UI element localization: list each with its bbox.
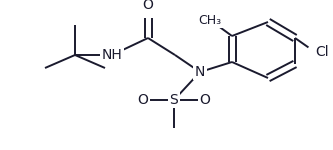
Text: O: O	[199, 93, 210, 107]
Text: Cl: Cl	[315, 45, 329, 59]
Text: NH: NH	[102, 48, 122, 62]
Text: N: N	[195, 65, 205, 79]
Text: O: O	[143, 0, 154, 12]
Text: O: O	[138, 93, 149, 107]
Text: S: S	[169, 93, 178, 107]
Text: CH₃: CH₃	[198, 14, 221, 27]
